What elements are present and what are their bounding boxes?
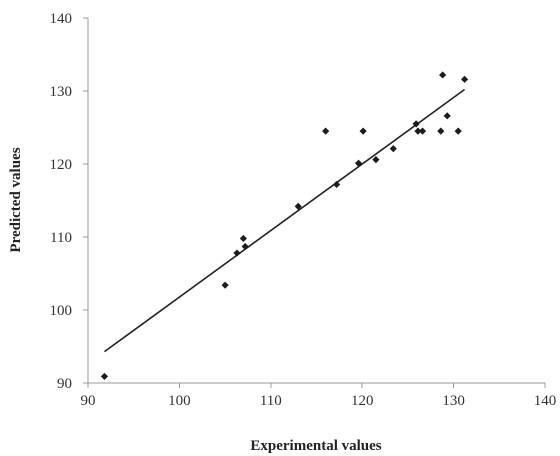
data-points: [100, 71, 469, 381]
y-tick-label: 140: [50, 11, 73, 27]
data-point: [354, 159, 363, 167]
data-point: [372, 156, 380, 164]
data-point: [437, 127, 445, 135]
y-tick-label: 100: [50, 303, 73, 319]
data-point: [233, 249, 241, 257]
data-point: [241, 242, 249, 251]
data-point: [454, 127, 462, 135]
y-tick-label: 110: [50, 230, 72, 246]
data-point: [239, 234, 247, 243]
x-tick-label: 90: [81, 393, 96, 409]
data-point: [418, 127, 427, 135]
y-axis-ticks: 90 100 110 120 130 140: [50, 11, 88, 392]
data-point: [443, 112, 451, 120]
x-tick-label: 130: [442, 393, 465, 409]
data-point: [460, 75, 469, 83]
x-axis-ticks: 90 100 110 120 130 140: [81, 383, 557, 409]
y-tick-label: 130: [50, 84, 73, 100]
x-tick-label: 100: [168, 393, 191, 409]
data-point: [414, 127, 422, 135]
y-axis-title: Predicted values: [8, 147, 24, 252]
data-point: [389, 145, 397, 153]
data-point: [294, 202, 302, 210]
x-tick-label: 140: [534, 393, 557, 409]
data-point: [322, 127, 330, 135]
y-tick-label: 120: [50, 157, 73, 173]
data-point: [412, 120, 420, 128]
data-point: [359, 127, 367, 135]
x-axis-title: Experimental values: [250, 438, 381, 454]
data-point: [100, 372, 109, 381]
x-tick-label: 110: [260, 393, 282, 409]
axes: [87, 18, 545, 384]
x-tick-label: 120: [351, 393, 374, 409]
data-point: [439, 71, 447, 79]
regression-line: [103, 88, 466, 353]
data-point: [221, 281, 229, 289]
y-tick-label: 90: [57, 376, 72, 392]
data-point: [333, 180, 341, 189]
